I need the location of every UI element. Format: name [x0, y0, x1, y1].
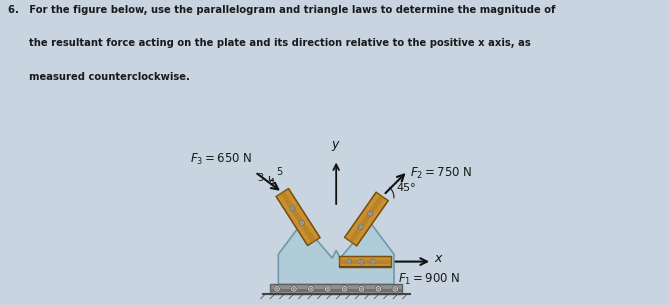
Text: the resultant force acting on the plate and its direction relative to the positi: the resultant force acting on the plate … — [8, 38, 531, 48]
Circle shape — [276, 287, 278, 290]
Text: 4: 4 — [268, 178, 274, 188]
Circle shape — [371, 259, 375, 264]
Circle shape — [326, 287, 329, 290]
Circle shape — [359, 225, 363, 230]
Text: 3: 3 — [258, 173, 264, 183]
Circle shape — [341, 286, 348, 292]
Polygon shape — [349, 195, 384, 243]
Circle shape — [308, 286, 314, 292]
Circle shape — [309, 287, 312, 290]
Text: $F_1 = 900$ N: $F_1 = 900$ N — [398, 271, 461, 287]
Text: $x$: $x$ — [434, 252, 444, 265]
Text: $F_2 = 750$ N: $F_2 = 750$ N — [409, 166, 472, 181]
Circle shape — [274, 286, 280, 292]
Circle shape — [291, 207, 294, 210]
Circle shape — [290, 206, 295, 210]
Text: measured counterclockwise.: measured counterclockwise. — [8, 72, 190, 82]
Circle shape — [343, 287, 346, 290]
Circle shape — [377, 287, 380, 290]
Polygon shape — [345, 192, 388, 246]
Circle shape — [291, 286, 297, 292]
Circle shape — [369, 212, 371, 215]
Text: $F_3 = 650$ N: $F_3 = 650$ N — [191, 152, 253, 167]
Bar — [339, 266, 391, 267]
Polygon shape — [276, 188, 320, 246]
Text: $y$: $y$ — [331, 139, 341, 153]
Text: 5: 5 — [276, 167, 282, 177]
Circle shape — [300, 222, 303, 224]
Circle shape — [360, 287, 363, 290]
Polygon shape — [339, 256, 391, 267]
Circle shape — [324, 286, 331, 292]
Circle shape — [347, 259, 352, 264]
Bar — [270, 289, 402, 292]
Circle shape — [348, 260, 351, 263]
Circle shape — [359, 286, 365, 292]
Circle shape — [359, 226, 362, 228]
Bar — [270, 284, 402, 294]
Circle shape — [292, 287, 296, 290]
Circle shape — [372, 260, 374, 263]
Polygon shape — [280, 191, 316, 243]
Circle shape — [368, 211, 373, 216]
Polygon shape — [339, 260, 391, 264]
Text: 45°: 45° — [396, 183, 415, 193]
Circle shape — [300, 221, 304, 225]
Polygon shape — [278, 223, 394, 285]
Text: 6.   For the figure below, use the parallelogram and triangle laws to determine : 6. For the figure below, use the paralle… — [8, 5, 555, 15]
Circle shape — [375, 286, 381, 292]
Circle shape — [360, 260, 363, 263]
Circle shape — [359, 259, 363, 264]
Circle shape — [392, 286, 399, 292]
Circle shape — [394, 287, 397, 290]
